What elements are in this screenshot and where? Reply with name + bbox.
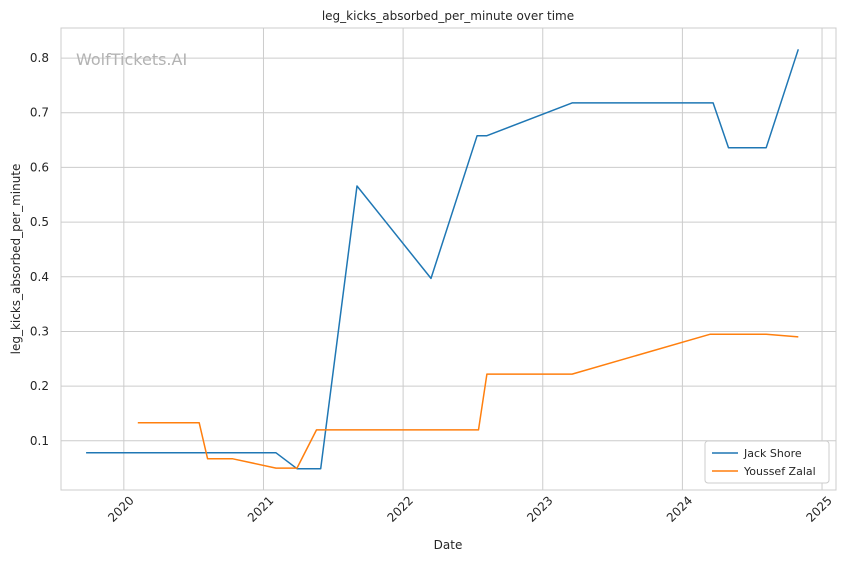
y-tick-label: 0.1 [30,434,49,448]
chart-title: leg_kicks_absorbed_per_minute over time [322,9,574,23]
legend: Jack Shore Youssef Zalal [704,440,830,484]
legend-box [704,440,830,484]
y-tick-label: 0.3 [30,324,49,338]
y-tick-label: 0.7 [30,106,49,120]
legend-label-jack-shore: Jack Shore [743,447,802,460]
y-axis-label: leg_kicks_absorbed_per_minute [9,164,23,355]
y-tick-label: 0.2 [30,379,49,393]
x-axis-label: Date [434,538,463,552]
y-tick-label: 0.4 [30,270,49,284]
plot-frame [60,27,837,491]
series-lines [86,49,800,470]
watermark: WolfTickets.AI [76,50,187,69]
y-tick-label: 0.6 [30,160,49,174]
y-tick-label: 0.5 [30,215,49,229]
series-line-youssef-zalal [137,333,799,469]
legend-label-youssef-zalal: Youssef Zalal [743,465,816,478]
y-tick-label: 0.8 [30,51,49,65]
